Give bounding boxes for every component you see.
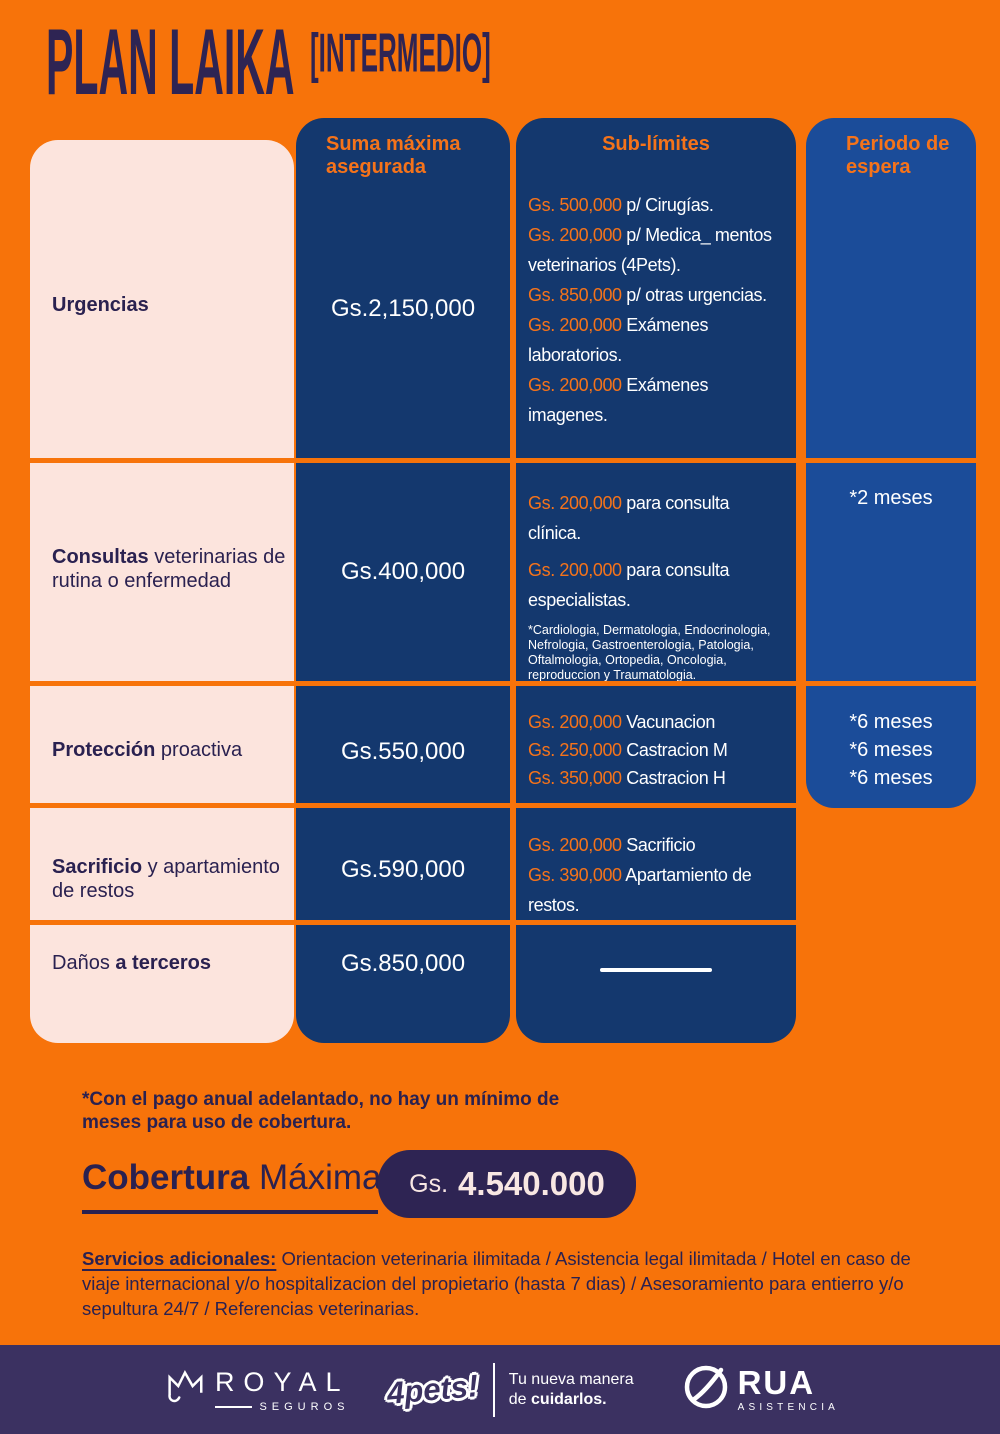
waiting-period-value: *6 meses bbox=[849, 767, 933, 789]
fourpets-logo: 4pets! bbox=[386, 1367, 481, 1411]
max-coverage-amount: 4.540.000 bbox=[458, 1165, 605, 1202]
sublimit-line: Gs. 850,000 p/ otras urgencias. bbox=[528, 285, 767, 305]
sublimit-line: Gs. 200,000 p/ Medica_ mentos veterinari… bbox=[528, 225, 772, 275]
sublimit-line: Gs. 200,000 Vacunacion bbox=[528, 712, 716, 732]
royal-wordmark: ROYAL SEGUROS bbox=[214, 1366, 350, 1413]
waiting-period-value: *6 meses bbox=[849, 739, 933, 761]
swoosh-circle-icon bbox=[682, 1363, 730, 1416]
sublimit-line: Gs. 200,000 Exámenes imagenes. bbox=[528, 375, 709, 425]
sublimits-consultas: Gs. 200,000 para consulta clínica. Gs. 2… bbox=[528, 488, 786, 683]
sublimit-line: Gs. 250,000 Castracion M bbox=[528, 740, 728, 760]
row-label-sacrificio: Sacrificio y apartamiento de restos bbox=[52, 856, 280, 902]
sum-insured-column bbox=[296, 118, 510, 1043]
benefits-column bbox=[30, 140, 294, 1043]
max-coverage-label: Cobertura Máxima bbox=[82, 1158, 382, 1214]
row-divider bbox=[30, 458, 976, 463]
row-divider bbox=[30, 920, 796, 925]
row-label-proteccion: Protección proactiva bbox=[52, 739, 243, 761]
sum-insured-value: Gs.400,000 bbox=[340, 558, 466, 585]
rua-asistencia-logo: RUA ASISTENCIA bbox=[682, 1363, 839, 1416]
sublimit-line: Gs. 200,000 Sacrificio bbox=[528, 835, 696, 855]
currency-prefix: Gs. bbox=[409, 1169, 449, 1198]
empty-value-dash bbox=[600, 968, 712, 972]
specialties-fine-print: *Cardiologia, Dermatologia, Endocrinolog… bbox=[528, 623, 771, 682]
row-label-danos: Daños a terceros bbox=[52, 952, 211, 974]
sum-insured-value: Gs.2,150,000 bbox=[330, 295, 476, 322]
sum-insured-value: Gs.550,000 bbox=[340, 738, 466, 765]
footer-divider bbox=[492, 1362, 495, 1417]
sublimit-line: Gs. 200,000 para consulta especialistas. bbox=[528, 560, 730, 610]
additional-services-text: Orientacion veterinaria ilimitada / Asis… bbox=[82, 1248, 911, 1319]
sublimit-line: Gs. 200,000 para consulta clínica. bbox=[528, 493, 730, 543]
royal-seguros-logo: ROYAL SEGUROS bbox=[161, 1364, 350, 1415]
max-coverage-badge: Gs. 4.540.000 bbox=[378, 1150, 636, 1218]
sublimit-line: Gs. 390,000 Apartamiento de restos. bbox=[528, 865, 752, 915]
waiting-period-value: *2 meses bbox=[849, 487, 933, 509]
page-title-tag: [INTERMEDIO] bbox=[310, 22, 491, 84]
additional-services: Servicios adicionales: Orientacion veter… bbox=[82, 1246, 940, 1321]
tagline-line2: de cuidarlos. bbox=[508, 1390, 607, 1408]
royal-subtitle: SEGUROS bbox=[259, 1400, 350, 1413]
sublimit-line: Gs. 500,000 p/ Cirugías. bbox=[528, 195, 714, 215]
royal-rule bbox=[214, 1405, 253, 1408]
row-label-consultas: Consultas veterinarias de rutina o enfer… bbox=[52, 546, 286, 592]
header-sublimites: Sub-límites bbox=[602, 133, 710, 155]
sublimit-line: Gs. 200,000 Exámenes laboratorios. bbox=[528, 315, 709, 365]
tagline-line1: Tu nueva manera bbox=[508, 1370, 634, 1388]
fourpets-tagline-group: 4pets! Tu nueva manera de cuidarlos. bbox=[386, 1362, 634, 1417]
rua-wordmark: RUA ASISTENCIA bbox=[738, 1366, 839, 1413]
sublimits-urgencias: Gs. 500,000 p/ Cirugías. Gs. 200,000 p/ … bbox=[528, 190, 786, 430]
sum-insured-value: Gs.850,000 bbox=[340, 950, 466, 977]
footer-bar: ROYAL SEGUROS 4pets! Tu nueva manera de … bbox=[0, 1345, 1000, 1434]
waiting-period-values: *6 meses *6 meses *6 meses bbox=[806, 708, 976, 792]
sublimits-column bbox=[516, 118, 796, 1043]
row-divider bbox=[30, 803, 796, 808]
sublimits-sacrificio: Gs. 200,000 Sacrificio Gs. 390,000 Apart… bbox=[528, 830, 786, 920]
crown-icon bbox=[161, 1364, 207, 1415]
sublimits-proteccion: Gs. 200,000 Vacunacion Gs. 250,000 Castr… bbox=[528, 708, 786, 792]
rua-subtitle: ASISTENCIA bbox=[737, 1402, 840, 1413]
waiting-period-column bbox=[806, 118, 976, 808]
additional-services-label: Servicios adicionales: bbox=[82, 1248, 277, 1269]
sublimit-line: Gs. 350,000 Castracion H bbox=[528, 768, 726, 788]
annual-payment-footnote: *Con el pago anual adelantado, no hay un… bbox=[82, 1089, 560, 1133]
header-suma-maxima: Suma máxima asegurada bbox=[326, 133, 461, 178]
royal-name: ROYAL bbox=[214, 1366, 350, 1397]
sum-insured-value: Gs.590,000 bbox=[340, 856, 466, 883]
page-title: PLAN LAIKA bbox=[46, 10, 295, 115]
row-label-urgencias: Urgencias bbox=[52, 294, 149, 316]
rua-name: RUA bbox=[737, 1364, 816, 1401]
waiting-period-value: *6 meses bbox=[849, 711, 933, 733]
row-divider bbox=[30, 681, 976, 686]
header-periodo-espera: Periodo de espera bbox=[846, 133, 950, 178]
footer-tagline: Tu nueva manera de cuidarlos. bbox=[509, 1370, 634, 1410]
